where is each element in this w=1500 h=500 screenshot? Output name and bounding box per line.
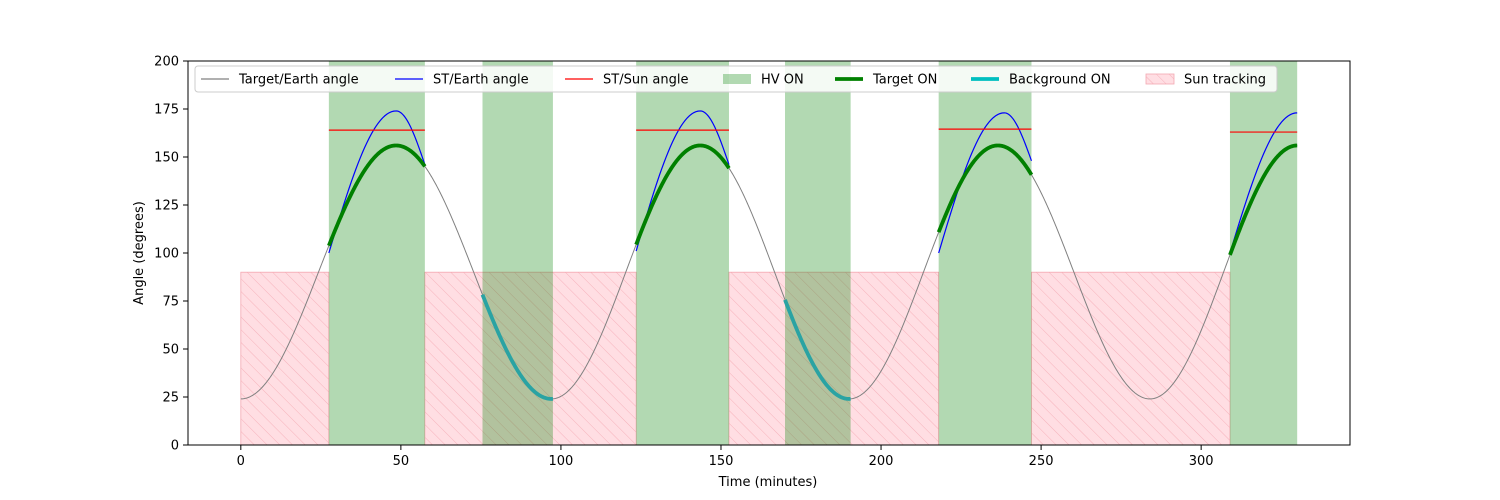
legend-item: Target/Earth angle [201, 73, 359, 88]
legend-item: HV ON [723, 73, 804, 88]
hv-on-band [785, 61, 851, 445]
legend-item: Target ON [835, 73, 937, 88]
sun-tracking-hatch [424, 271, 637, 445]
legend-item: Sun tracking [1145, 73, 1266, 88]
sun-tracking-hatch [728, 271, 940, 445]
target-on-line [1228, 143, 1298, 256]
hv-on-band [328, 61, 425, 445]
st-earth-line [1229, 112, 1298, 254]
x-tick-label: 150 [709, 454, 734, 469]
legend-item: ST/Sun angle [565, 73, 689, 88]
legend-label: Sun tracking [1184, 73, 1266, 88]
x-tick-label: 250 [1029, 454, 1054, 469]
x-tick-label: 300 [1189, 454, 1214, 469]
legend-label: HV ON [761, 73, 804, 88]
x-tick-label: 200 [869, 454, 894, 469]
legend-swatch [723, 74, 751, 84]
legend-label: Background ON [1009, 73, 1111, 88]
legend-item: Background ON [971, 73, 1111, 88]
y-tick-label: 150 [154, 151, 179, 166]
hv-on-band [482, 61, 553, 445]
x-tick-label: 50 [393, 454, 410, 469]
hv-on-band [938, 61, 1032, 445]
x-tick-label: 100 [549, 454, 574, 469]
target-on-line [327, 143, 427, 247]
hv-on-band [1229, 61, 1298, 445]
y-axis-title: Angle (degrees) [132, 201, 147, 305]
legend-item: ST/Earth angle [395, 73, 529, 88]
background-on-line [783, 299, 851, 401]
legend-label: Target/Earth angle [238, 73, 359, 88]
y-tick-label: 100 [154, 247, 179, 262]
legend-box [194, 65, 1278, 93]
st-earth-line [635, 110, 730, 252]
y-tick-label: 0 [171, 439, 179, 454]
y-tick-label: 75 [162, 295, 179, 310]
y-tick-label: 200 [154, 55, 179, 70]
legend: Target/Earth angle ST/Earth angle ST/Sun a… [194, 65, 1278, 93]
st-earth-line [328, 110, 426, 254]
background-on-line [480, 293, 554, 401]
target-on-line [936, 143, 1034, 233]
legend-label: Target ON [872, 73, 937, 88]
legend-swatch-hatch [1145, 73, 1175, 85]
y-tick-label: 175 [154, 103, 179, 118]
y-tick-label: 25 [162, 391, 179, 406]
legend-label: ST/Earth angle [433, 73, 529, 88]
sun-tracking-hatch [240, 271, 330, 445]
hv-on-band [636, 61, 729, 445]
y-tick-label: 125 [154, 199, 179, 214]
sun-tracking-hatch [1031, 271, 1231, 445]
x-axis-title: Time (minutes) [718, 475, 818, 490]
target-on-line [634, 143, 731, 246]
x-tick-label: 0 [237, 454, 245, 469]
y-tick-label: 50 [162, 343, 179, 358]
legend-label: ST/Sun angle [603, 73, 689, 88]
